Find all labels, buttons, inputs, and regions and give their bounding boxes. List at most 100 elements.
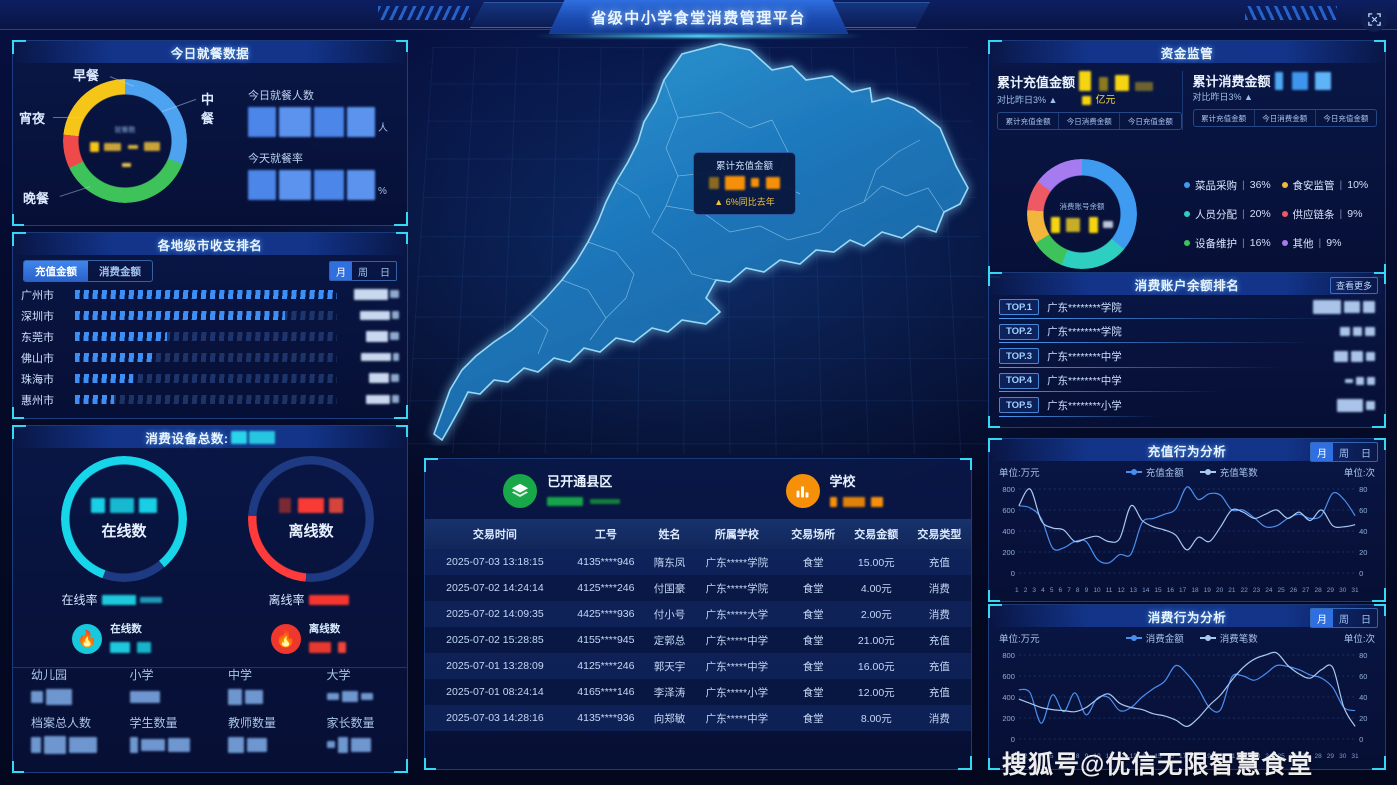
recharge-period-selector[interactable]: 月 周 日 [1310,442,1378,462]
account-rank-row[interactable]: TOP.4 广东********中学 [989,369,1385,394]
table-cell: 消费 [928,712,950,725]
legend-dot [1184,240,1190,246]
period-day[interactable]: 日 [380,267,390,279]
y-tick-right: 40 [1359,693,1367,702]
series-line [1018,488,1356,551]
y-tick-right: 20 [1359,714,1367,723]
city-value [343,328,399,346]
y-tick-left: 800 [1002,485,1014,494]
x-tick: 1 [1015,587,1019,594]
recharge-line-chart: 0 0 200 20 400 40 600 60 800 80 [1002,485,1367,578]
stat-label: 幼儿园 [31,668,68,682]
period-day[interactable]: 日 [1361,448,1371,460]
minitab-cumulative-recharge[interactable]: 累计充值金额 [1201,113,1247,123]
period-month[interactable]: 月 [330,262,352,280]
account-rank-row[interactable]: TOP.5 广东********小学 [989,393,1385,418]
table-cell: 12.00元 [857,686,895,699]
y-tick-left: 200 [1002,714,1014,723]
table-cell: 定郭总 [653,634,686,647]
table-cell: 广东*****中学 [705,634,769,647]
account-rank-row[interactable]: TOP.1 广东********学院 [989,295,1385,320]
city-value [343,391,399,409]
table-row[interactable]: 2025-07-01 13:28:09 4125****246 郭天宇 广东*****… [425,653,971,679]
minitab-cumulative-recharge[interactable]: 累计充值金额 [1005,116,1051,126]
account-rank-row[interactable]: TOP.3 广东********中学 [989,344,1385,369]
consume-chart-title: 消费行为分析 [989,605,1385,627]
period-week[interactable]: 周 [358,267,368,279]
minitab-today-consume[interactable]: 今日消费金额 [1058,113,1119,129]
table-row[interactable]: 2025-07-02 14:09:35 4425****936 付小号 广东*****… [425,601,971,627]
table-row[interactable]: 2025-07-03 13:18:15 4135****946 隋东凤 广东*****… [425,549,971,575]
period-day[interactable]: 日 [1361,614,1371,626]
offline-rate-label: 离线率 [268,593,305,607]
x-tick: 3 [1032,587,1037,594]
consume-period-selector[interactable]: 月 周 日 [1310,608,1378,628]
table-row[interactable]: 2025-07-01 08:24:14 4165****146 李泽涛 广东*****… [425,679,971,705]
bar-chart-icon [785,474,820,508]
table-cell: 4135****936 [577,712,635,724]
header-stripes-left [378,6,470,20]
dining-rate-value: % [248,170,398,200]
recharge-minitabs[interactable]: 累计充值金额 今日消费金额 今日充值金额 [997,112,1182,130]
online-rate-label: 在线率 [61,593,98,607]
x-tick: 12 [1117,753,1125,760]
minitab-today-recharge[interactable]: 今日充值金额 [1314,110,1376,126]
period-month[interactable]: 月 [1311,609,1333,627]
tab-recharge-amount[interactable]: 充值金额 [24,261,88,281]
x-tick: 11 [1105,753,1113,760]
stat-label: 家长数量 [326,716,375,730]
stat-label: 小学 [129,668,154,682]
x-tick: 21 [1228,753,1236,760]
dining-donut-chart: 就餐数 早餐 宵夜 晚餐 中餐 [19,68,214,218]
y-tick-left: 400 [1002,527,1014,536]
y-tick-right: 0 [1359,735,1363,744]
view-more-button[interactable]: 查看更多 [1329,277,1378,294]
period-week[interactable]: 周 [1339,614,1349,626]
online-gauge-label: 在线数 [101,523,147,540]
table-cell: 充值 [928,634,950,647]
x-tick: 20 [1215,753,1224,760]
minitab-today-consume[interactable]: 今日消费金额 [1253,110,1315,126]
x-tick: 26 [1289,587,1298,594]
fullscreen-icon[interactable] [1361,6,1387,32]
offline-rate: 离线率 [210,591,407,608]
x-tick: 16 [1166,587,1174,594]
y-tick-left: 0 [1011,569,1015,578]
x-tick: 5 [1049,587,1054,594]
table-row[interactable]: 2025-07-02 15:28:85 4155****945 定郭总 广东*****… [425,627,971,653]
table-row[interactable]: 2025-07-02 14:24:14 4125****246 付国豪 广东*****… [425,575,971,601]
stat-cell: 家长数量 [309,714,408,754]
transactions-panel: 已开通县区 学校 [424,458,972,770]
online-rate: 在线率 [13,591,210,608]
stat-value [31,736,112,754]
stat-value [129,736,211,754]
city-bar [75,395,337,404]
x-tick: 6 [1058,587,1063,594]
legend-dot [1184,211,1190,217]
legend-label: 设备维护 [1195,237,1237,250]
province-map[interactable] [420,36,980,446]
table-cell: 食堂 [802,582,824,595]
period-selector[interactable]: 月 周 日 [329,261,397,281]
x-tick: 12 [1117,587,1125,594]
period-month[interactable]: 月 [1311,443,1333,461]
consume-minitabs[interactable]: 累计充值金额 今日消费金额 今日充值金额 [1192,109,1377,127]
minitab-today-recharge[interactable]: 今日充值金额 [1119,113,1180,129]
table-cell: 2025-07-02 14:09:35 [446,608,544,620]
y-tick-right: 80 [1359,651,1367,660]
amount-type-tabs[interactable]: 充值金额 消费金额 [23,260,153,282]
period-week[interactable]: 周 [1339,448,1349,460]
legend-label: 人员分配 [1195,208,1237,221]
x-tick: 8 [1075,753,1080,760]
table-row[interactable]: 2025-07-03 14:28:16 4135****936 向郑敏 广东*****… [425,705,971,731]
app-header: 省级中小学食堂消费管理平台 [0,0,1397,38]
account-rank-row[interactable]: TOP.2 广东********学院 [989,320,1385,345]
funds-breakdown: 消费账号余额 菜品采购 | 36% 食安监管 | 10% 人员分配 | 20% 供应链条 | 9% 设备… [989,159,1385,269]
online-gauge-text: 在线数 [61,456,187,582]
dining-stats: 今日就餐人数 人 今天就餐率 % [248,87,398,213]
table-cell: 隋东凤 [653,556,686,569]
series-line [1018,651,1356,728]
map-shape [433,43,969,442]
city-value [343,307,399,325]
tab-consume-amount[interactable]: 消费金额 [99,265,141,278]
